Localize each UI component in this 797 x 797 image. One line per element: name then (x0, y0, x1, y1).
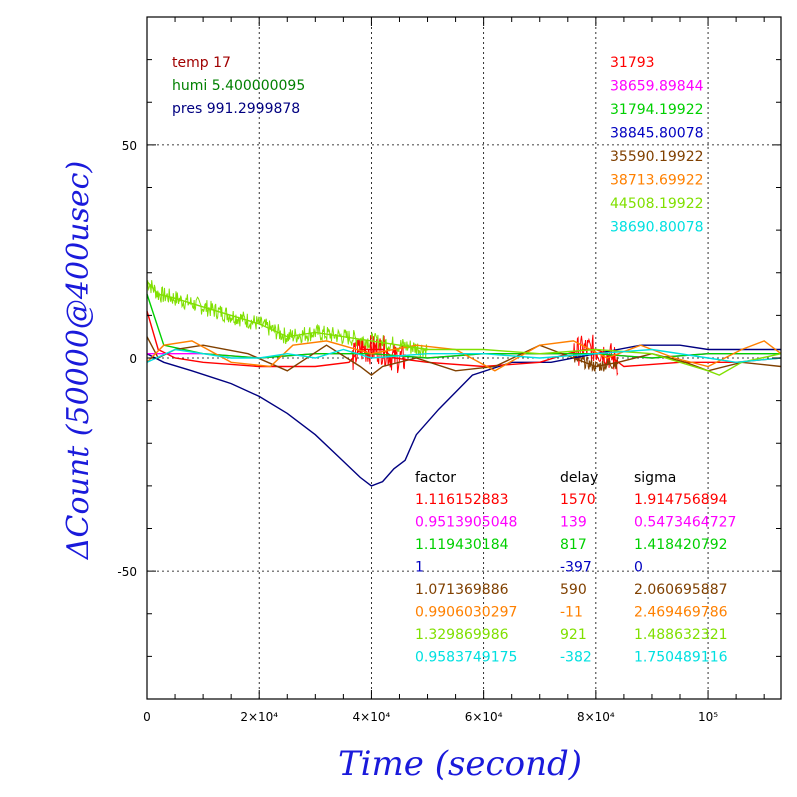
table-cell: 1.418420792 (634, 537, 728, 553)
x-axis-label: Time (second) (338, 744, 582, 784)
x-tick-label: 4×10⁴ (353, 710, 391, 724)
table-cell: 817 (560, 537, 587, 553)
y-axis-label: ΔCount (50000@400usec) (61, 161, 96, 560)
series-line (146, 348, 782, 364)
legend-value: 38713.69922 (610, 173, 704, 189)
y-tick-label: -50 (117, 565, 137, 579)
table-cell: -397 (560, 560, 592, 576)
series-line (146, 340, 782, 372)
table-cell: 1.329869986 (415, 627, 509, 643)
table-cell: 0.5473464727 (634, 515, 736, 531)
noise-band (573, 353, 619, 373)
legend-value: 38845.80078 (610, 126, 704, 142)
y-tick-label: 0 (129, 352, 137, 366)
legend-value: 31793 (610, 55, 655, 71)
ticks: 0 2×10⁴ 4×10⁴ 6×10⁴ 8×10⁴ 10⁵ 50 0 -50 (117, 17, 781, 724)
env-info-line: humi 5.400000095 (172, 78, 305, 94)
table-cell: 1 (415, 560, 424, 576)
legend-value: 31794.19922 (610, 102, 704, 118)
legend-value: 44508.19922 (610, 196, 704, 212)
table-cell: 1.119430184 (415, 537, 509, 553)
legend-value: 38659.89844 (610, 79, 704, 95)
x-tick-label: 8×10⁴ (577, 710, 615, 724)
series-line (146, 344, 781, 487)
legend-values: 31793 38659.89844 31794.19922 38845.80078 35… (610, 55, 704, 236)
table-cell: 1.116152883 (415, 492, 509, 508)
x-tick-label: 2×10⁴ (240, 710, 278, 724)
y-tick-label: 50 (122, 139, 137, 153)
table-cell: 1570 (560, 492, 596, 508)
table-header: factor (415, 470, 456, 486)
table-cell: 1.488632321 (634, 627, 728, 643)
series-line (146, 280, 782, 376)
table-cell: 1.071369886 (415, 582, 509, 598)
table-cell: 0 (634, 560, 643, 576)
env-info-line: pres 991.2999878 (172, 101, 300, 117)
table-cell: 921 (560, 627, 587, 643)
table-cell: 2.060695887 (634, 582, 728, 598)
legend-value: 38690.80078 (610, 220, 704, 236)
table-cell: 0.9583749175 (415, 650, 517, 666)
series-line (146, 293, 781, 359)
table-cell: 1.750489116 (634, 650, 728, 666)
noise-band (146, 280, 428, 358)
env-info: temp 17 humi 5.400000095 pres 991.2999878 (172, 55, 305, 117)
series-line (146, 336, 782, 376)
table-header: sigma (634, 470, 676, 486)
series-group (146, 280, 782, 487)
table-header: delay (560, 470, 598, 486)
table-cell: 2.469469786 (634, 605, 728, 621)
table-cell: 0.9906030297 (415, 605, 517, 621)
stats-table: factor delay sigma 1.116152883 1570 1.9147568… (415, 470, 736, 666)
legend-value: 35590.19922 (610, 149, 704, 165)
table-cell: 139 (560, 515, 587, 531)
table-cell: 0.9513905048 (415, 515, 517, 531)
table-cell: -11 (560, 605, 583, 621)
x-tick-label: 6×10⁴ (465, 710, 503, 724)
table-cell: -382 (560, 650, 592, 666)
x-tick-label: 10⁵ (698, 710, 718, 724)
table-cell: 590 (560, 582, 587, 598)
table-cell: 1.914756894 (634, 492, 728, 508)
env-info-line: temp 17 (172, 55, 231, 71)
x-tick-label: 0 (143, 710, 151, 724)
